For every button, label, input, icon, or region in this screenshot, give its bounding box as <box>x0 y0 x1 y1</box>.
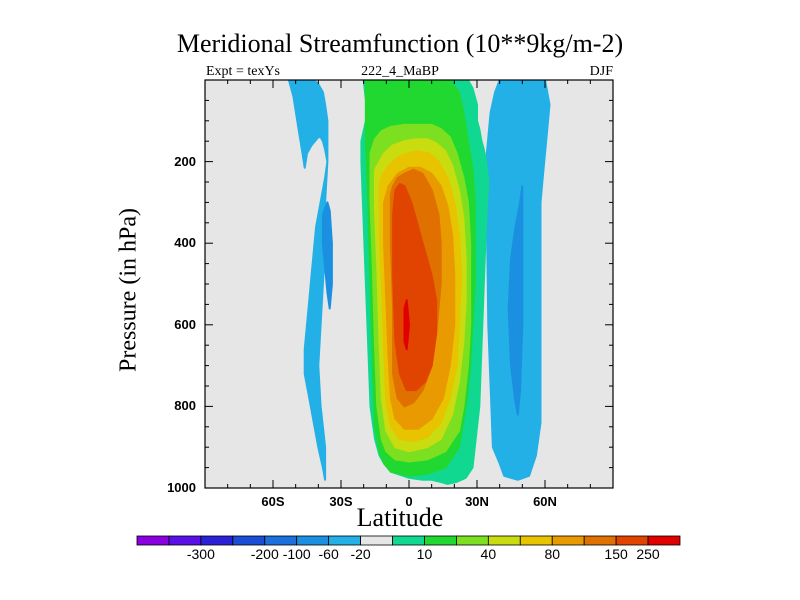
colorbar-swatch <box>328 535 361 546</box>
colorbar-swatch <box>615 535 649 546</box>
experiment-id-label: 222_4_MaBP <box>361 64 439 79</box>
colorbar-swatch <box>487 535 521 546</box>
colorbar-swatch <box>519 535 553 546</box>
experiment-label: Expt = texYs <box>206 64 280 79</box>
colorbar-label: 40 <box>480 546 497 562</box>
y-tick-label: 200 <box>174 153 196 169</box>
x-tick-label: 30N <box>465 494 489 509</box>
y-tick-label: 1000 <box>167 480 196 495</box>
plot-frame <box>204 79 614 489</box>
colorbar-label: -200 <box>250 546 279 562</box>
contour-northern-weak-negative <box>287 80 329 481</box>
y-tick-label: 800 <box>174 398 196 414</box>
colorbar-label: -100 <box>282 546 311 562</box>
colorbar-swatch <box>200 535 234 546</box>
contour-hadley-peak <box>403 299 410 351</box>
colorbar-label: 80 <box>544 546 561 562</box>
colorbar-label: 150 <box>604 546 628 562</box>
colorbar-swatch <box>424 535 457 546</box>
colorbar-swatch <box>551 535 585 546</box>
x-tick-label: 30S <box>329 494 353 509</box>
contour-southern-negative-core <box>507 185 524 416</box>
colorbar-label: 10 <box>416 546 433 562</box>
colorbar-swatch <box>583 535 617 546</box>
y-axis-label: Pressure (in hPa) <box>115 208 142 372</box>
colorbar <box>136 535 681 546</box>
colorbar-label: -60 <box>318 546 339 562</box>
x-tick-label: 60S <box>261 494 285 509</box>
colorbar-swatch <box>264 535 298 546</box>
colorbar-label: 250 <box>636 546 660 562</box>
colorbar-swatch <box>232 535 266 546</box>
colorbar-label: -300 <box>186 546 215 562</box>
colorbar-swatch <box>360 535 393 546</box>
x-tick-label: 0 <box>405 494 413 509</box>
x-axis-label: Latitude <box>356 503 444 532</box>
y-tick-label: 400 <box>174 235 196 251</box>
colorbar-swatch <box>456 535 489 546</box>
colorbar-swatch <box>296 535 330 546</box>
colorbar-swatch <box>136 535 170 546</box>
x-tick-label: 60N <box>533 494 557 509</box>
chart-title: Meridional Streamfunction (10**9kg/m-2) <box>176 29 624 58</box>
contour-northern-negative-core <box>321 201 333 310</box>
contour-regions <box>287 80 551 485</box>
colorbar-swatch <box>168 535 202 546</box>
colorbar-swatch <box>647 535 681 546</box>
season-label: DJF <box>589 64 613 79</box>
colorbar-swatch <box>392 535 425 546</box>
y-tick-label: 600 <box>174 316 196 332</box>
colorbar-label: -20 <box>350 546 371 562</box>
